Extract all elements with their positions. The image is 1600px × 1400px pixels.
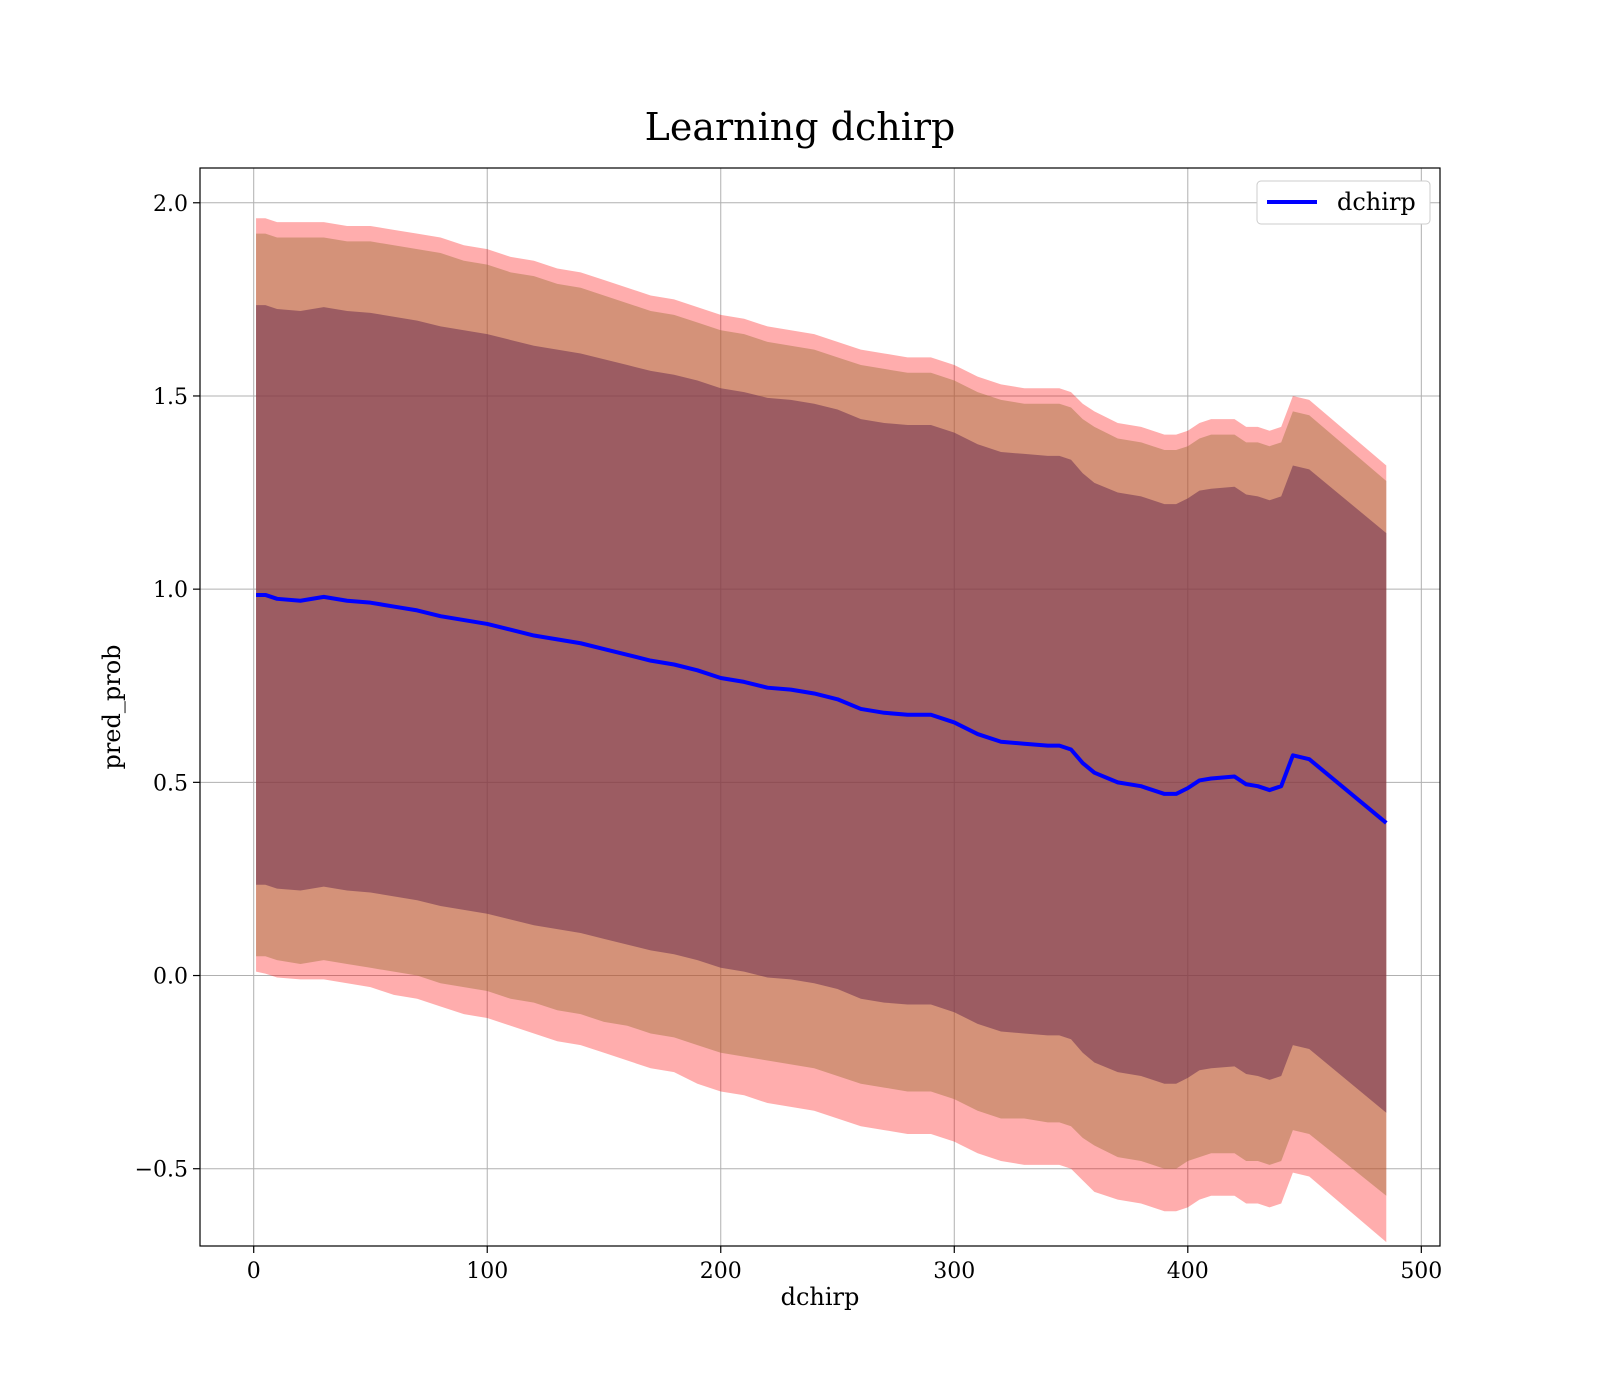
legend-label: dchirp xyxy=(1337,188,1416,216)
confidence-bands xyxy=(256,218,1387,1243)
x-tick-label-3: 300 xyxy=(933,1259,975,1284)
legend-box xyxy=(1256,180,1431,225)
y-tick-label-4: 1.5 xyxy=(153,385,188,410)
x-tick-label-4: 400 xyxy=(1167,1259,1209,1284)
series-lines xyxy=(256,592,1388,825)
series-line-dchirp xyxy=(256,592,1388,825)
y-tick-label-1: 0.0 xyxy=(153,965,188,990)
x-tick-label-2: 200 xyxy=(700,1259,742,1284)
chart-title: Learning dchirp xyxy=(645,105,956,149)
y-axis-title: pred_prob xyxy=(98,644,126,769)
x-tick-label-5: 500 xyxy=(1400,1259,1442,1284)
plot-frame xyxy=(199,167,1441,1247)
x-axis-title: dchirp xyxy=(781,1283,860,1311)
axis-ticks: 0 100 200 300 400 500 −0.5 0.0 0.5 1.0 1.5 2.0 xyxy=(135,192,1443,1284)
band-inner xyxy=(256,305,1387,1113)
x-tick-label-0: 0 xyxy=(247,1259,261,1284)
x-tick-label-1: 100 xyxy=(466,1259,508,1284)
y-tick-label-5: 2.0 xyxy=(153,192,188,217)
y-tick-label-2: 0.5 xyxy=(153,771,188,796)
legend: dchirp xyxy=(1256,180,1431,225)
y-tick-label-3: 1.0 xyxy=(153,578,188,603)
y-tick-label-0: −0.5 xyxy=(135,1158,188,1183)
